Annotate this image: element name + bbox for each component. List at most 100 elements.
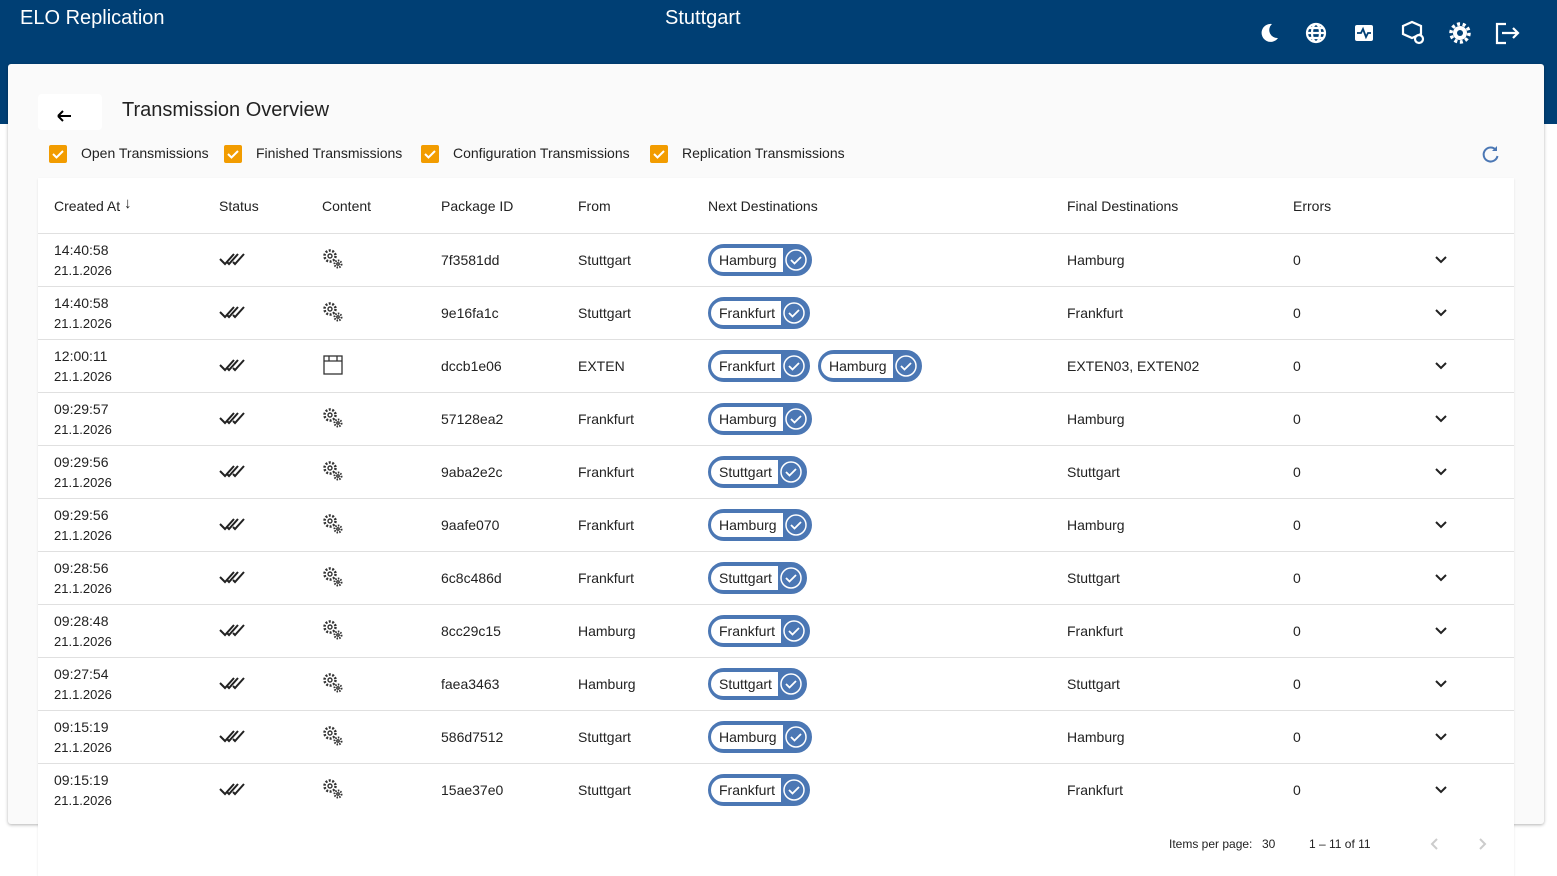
config-icon (323, 779, 343, 799)
destination-chip: Hamburg (708, 721, 812, 753)
column-header: Next Destinations (708, 198, 818, 214)
from: Frankfurt (578, 570, 635, 586)
errors: 0 (1293, 358, 1301, 374)
settings-icon[interactable] (1449, 22, 1471, 44)
status (219, 727, 245, 750)
config-icon (323, 567, 343, 587)
next-page[interactable] (1475, 836, 1489, 857)
next-destinations: Hamburg (708, 509, 820, 541)
expand-button[interactable] (1433, 251, 1449, 272)
expand-button[interactable] (1433, 675, 1449, 696)
filter-checkbox[interactable] (421, 145, 439, 163)
chip-check (780, 461, 802, 483)
content-type (321, 671, 345, 700)
created-date: 21.1.2026 (54, 528, 112, 543)
column-header: From (578, 198, 611, 214)
chevron (1435, 574, 1447, 582)
page-title: Transmission Overview (122, 99, 330, 121)
chip-label: Hamburg (821, 354, 893, 378)
package-id: 6c8c486d (441, 570, 502, 586)
refresh-button[interactable] (1478, 142, 1502, 166)
table-row[interactable]: 14:40:58 21.1.2026 7f3581dd Stuttgart Hambur… (38, 233, 1514, 287)
monitor-icon[interactable] (1355, 25, 1373, 41)
final-destinations: Stuttgart (1067, 570, 1120, 586)
filter-checkbox[interactable] (650, 145, 668, 163)
expand-button[interactable] (1433, 410, 1449, 431)
chip-label: Hamburg (711, 248, 783, 272)
prev-page[interactable] (1428, 836, 1442, 857)
table-row[interactable]: 09:27:54 21.1.2026 faea3463 Hamburg Stuttgar… (38, 657, 1514, 711)
config-icon (323, 249, 343, 269)
language-icon[interactable] (1305, 22, 1327, 44)
next-destinations: Hamburg (708, 403, 820, 435)
packages-icon[interactable] (1401, 20, 1425, 45)
created-time: 09:27:54 (54, 666, 109, 682)
items-per-page[interactable]: 30 (1262, 837, 1276, 851)
table-row[interactable]: 14:40:58 21.1.2026 9e16fa1c Stuttgart Frankf… (38, 286, 1514, 340)
status-icon (219, 518, 245, 531)
check-mark (424, 150, 436, 159)
final-destinations: Frankfurt (1067, 623, 1124, 639)
destination-chip: Frankfurt (708, 615, 811, 647)
created-time: 09:28:48 (54, 613, 109, 629)
created-date: 21.1.2026 (54, 316, 112, 331)
logout-icon[interactable] (1495, 22, 1520, 45)
replication-icon (323, 355, 343, 375)
expand-button[interactable] (1433, 463, 1449, 484)
expand-button[interactable] (1433, 781, 1449, 802)
status-icon (219, 677, 245, 690)
filter-checkbox[interactable] (224, 145, 242, 163)
expand-button[interactable] (1433, 304, 1449, 325)
table-row[interactable]: 09:29:56 21.1.2026 9aba2e2c Frankfurt Stuttg… (38, 445, 1514, 499)
errors: 0 (1293, 623, 1301, 639)
destination-chip: Hamburg (818, 350, 922, 382)
final-destinations: Frankfurt (1067, 782, 1124, 798)
chip-label: Stuttgart (711, 566, 778, 590)
expand-button[interactable] (1433, 622, 1449, 643)
next-destinations: Frankfurt (708, 615, 818, 647)
expand-button[interactable] (1433, 569, 1449, 590)
status (219, 515, 245, 538)
destination-chip: Stuttgart (708, 562, 807, 594)
chip-check (783, 620, 805, 642)
table-row[interactable]: 09:28:48 21.1.2026 8cc29c15 Hamburg Frankfur… (38, 604, 1514, 658)
sort-arrow: ↓ (124, 195, 132, 212)
final-destinations: Hamburg (1067, 729, 1125, 745)
filter-checkbox[interactable] (49, 145, 67, 163)
theme-icon[interactable] (1261, 23, 1278, 42)
status (219, 462, 245, 485)
next-destinations: Stuttgart (708, 668, 815, 700)
column-header[interactable]: Created At (54, 198, 121, 214)
package-id: 7f3581dd (441, 252, 500, 268)
status-icon (219, 465, 245, 478)
config-icon (323, 461, 343, 481)
content-type (321, 724, 345, 753)
errors: 0 (1293, 252, 1301, 268)
created-time: 09:29:56 (54, 507, 109, 523)
table-row[interactable]: 09:29:56 21.1.2026 9aafe070 Frankfurt Hambur… (38, 498, 1514, 552)
final-destinations: Hamburg (1067, 252, 1125, 268)
chip-check (783, 355, 805, 377)
back-icon (57, 110, 71, 122)
chip-check (784, 408, 807, 430)
chevron (1435, 733, 1447, 741)
next-destinations: Stuttgart (708, 456, 815, 488)
table-row[interactable]: 09:28:56 21.1.2026 6c8c486d Frankfurt Stuttg… (38, 551, 1514, 605)
table-row[interactable]: 12:00:11 21.1.2026 dccb1e06 EXTEN Frankfurt H… (38, 339, 1514, 393)
filter-label: Replication Transmissions (682, 145, 845, 161)
page-range: 1 – 11 of 11 (1309, 837, 1371, 851)
expand-button[interactable] (1433, 357, 1449, 378)
table-row[interactable]: 09:29:57 21.1.2026 57128ea2 Frankfurt Hambur… (38, 392, 1514, 446)
created-date: 21.1.2026 (54, 369, 112, 384)
back-button[interactable] (38, 94, 102, 130)
destination-chip: Frankfurt (708, 774, 811, 806)
created-time: 14:40:58 (54, 242, 109, 258)
expand-button[interactable] (1433, 728, 1449, 749)
table-row[interactable]: 09:15:19 21.1.2026 586d7512 Stuttgart Hambur… (38, 710, 1514, 764)
app-title: ELO Replication (20, 7, 165, 29)
config-icon (323, 620, 343, 640)
expand-button[interactable] (1433, 516, 1449, 537)
chip-label: Frankfurt (711, 778, 782, 802)
table-row[interactable]: 09:15:19 21.1.2026 15ae37e0 Stuttgart Frankf… (38, 763, 1514, 817)
config-icon (323, 673, 343, 693)
